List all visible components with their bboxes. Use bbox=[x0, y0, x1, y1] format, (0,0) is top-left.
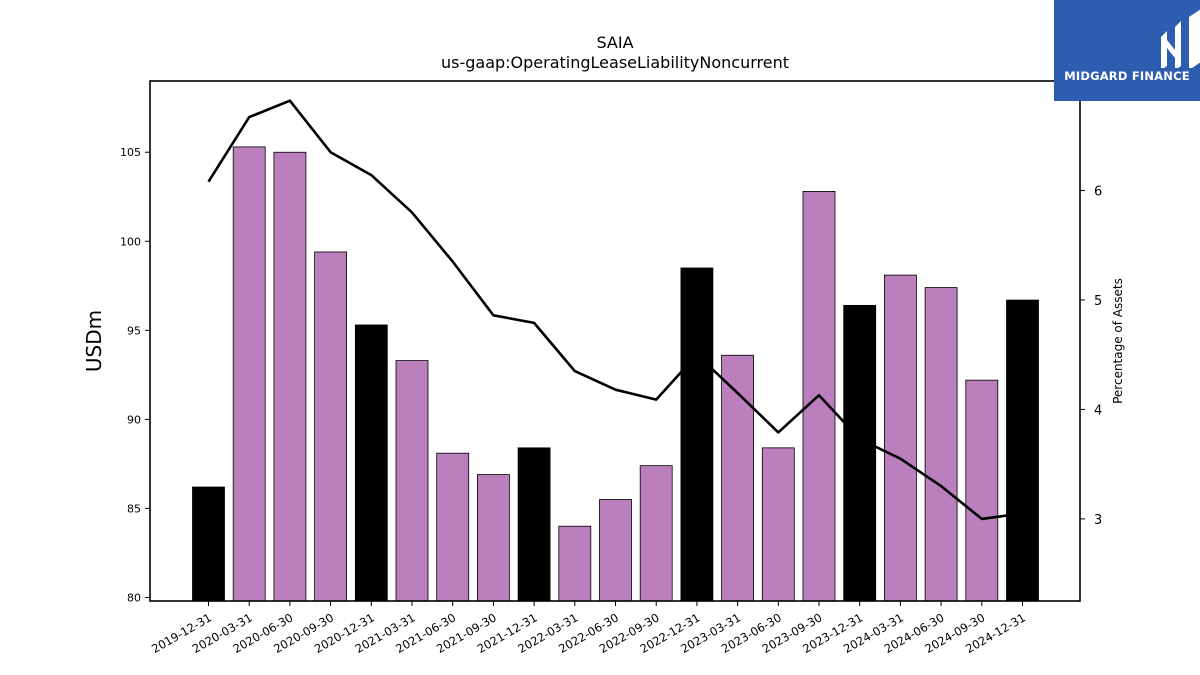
bar bbox=[395, 360, 429, 602]
bar bbox=[273, 151, 307, 602]
y-axis-label: USDm bbox=[82, 310, 106, 372]
right-axis: 3 4 5 6 bbox=[1080, 184, 1102, 528]
series-line bbox=[207, 99, 1023, 521]
x-axis: 2019-12-312020-03-312020-06-302020-09-30… bbox=[149, 601, 1028, 656]
bar bbox=[1006, 299, 1039, 602]
bar bbox=[843, 304, 877, 602]
y2-axis-label: Percentage of Assets bbox=[1111, 278, 1125, 404]
y-tick-label: 85 bbox=[127, 502, 141, 515]
y2-tick-label: 4 bbox=[1094, 403, 1102, 418]
bar bbox=[232, 146, 266, 602]
y-tick-label: 80 bbox=[127, 591, 141, 604]
y2-tick-label: 6 bbox=[1094, 184, 1102, 199]
y-tick-label: 105 bbox=[120, 146, 141, 159]
bar bbox=[354, 324, 388, 602]
bar bbox=[639, 465, 673, 602]
bar bbox=[761, 447, 795, 602]
chart-title: SAIA bbox=[596, 33, 633, 52]
bar bbox=[599, 499, 632, 602]
bar bbox=[884, 274, 917, 602]
left-axis: 80 85 90 95 100 105 bbox=[120, 146, 150, 604]
bar bbox=[721, 354, 754, 602]
bar bbox=[680, 267, 714, 602]
bar-series bbox=[192, 146, 1039, 602]
line-series bbox=[207, 99, 1023, 521]
bar bbox=[436, 452, 470, 602]
y-tick-label: 90 bbox=[127, 413, 141, 426]
y-tick-label: 95 bbox=[127, 324, 141, 337]
bar bbox=[558, 525, 592, 602]
logo-text: MIDGARD FINANCE bbox=[1064, 69, 1190, 83]
y-tick-label: 100 bbox=[120, 235, 141, 248]
midgard-finance-logo: MIDGARD FINANCE bbox=[1054, 0, 1200, 101]
y2-tick-label: 5 bbox=[1094, 294, 1102, 309]
logo-mark-icon bbox=[1161, 9, 1200, 68]
bar bbox=[517, 447, 551, 602]
bar bbox=[924, 287, 958, 602]
y2-tick-label: 3 bbox=[1094, 513, 1102, 528]
bar bbox=[965, 379, 999, 602]
chart-subtitle: us-gaap:OperatingLeaseLiabilityNoncurren… bbox=[441, 53, 789, 72]
bar bbox=[476, 474, 510, 602]
bar bbox=[314, 251, 348, 602]
bar bbox=[192, 486, 225, 602]
